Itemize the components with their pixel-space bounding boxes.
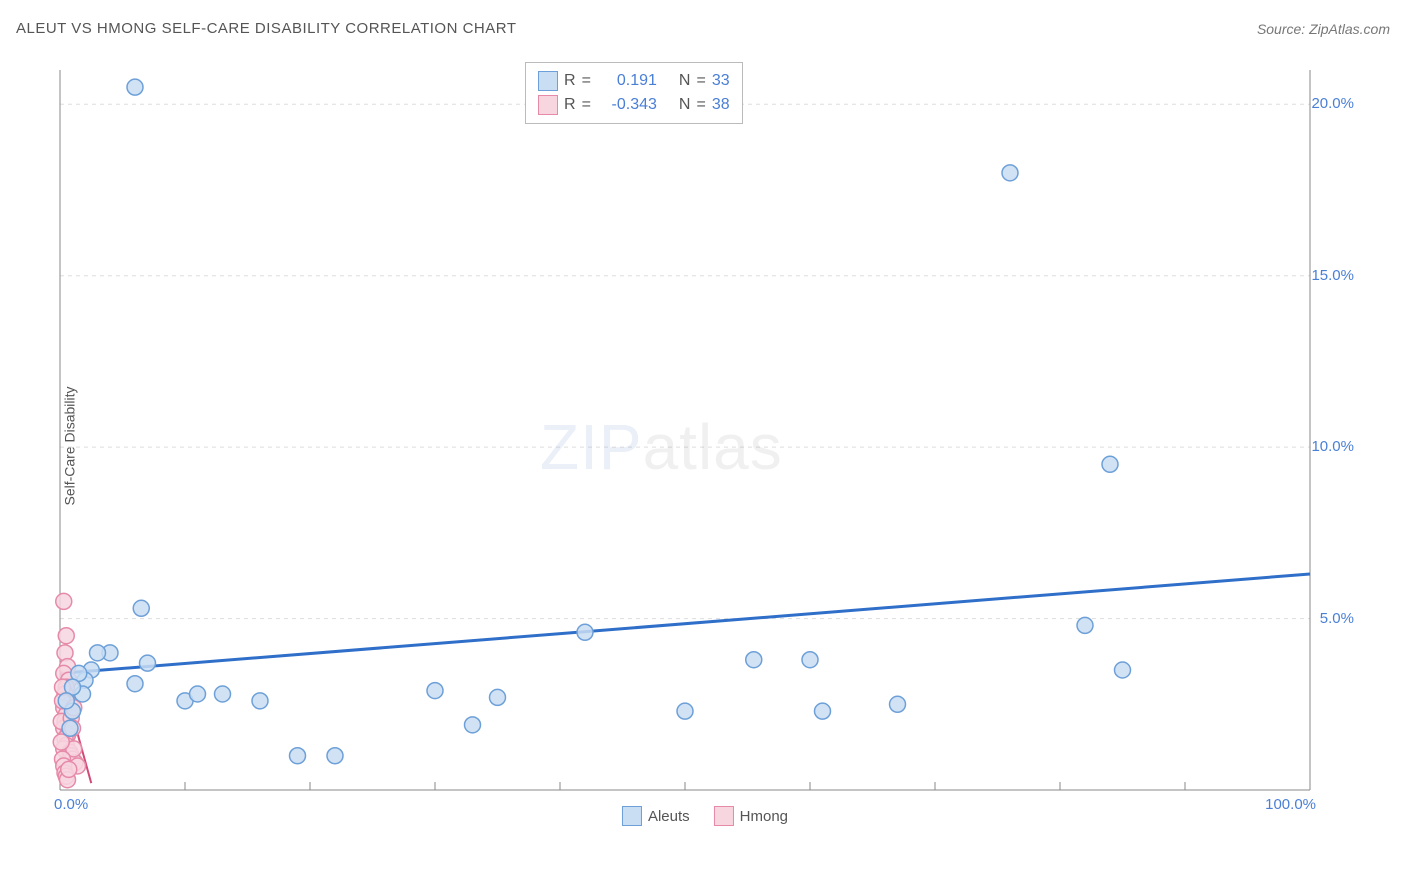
legend-r-label: R [564, 69, 576, 93]
legend-swatch-hmong [538, 95, 558, 115]
chart-title: ALEUT VS HMONG SELF-CARE DISABILITY CORR… [16, 20, 517, 37]
scatter-chart [50, 60, 1360, 830]
correlation-legend: R = 0.191 N = 33 R = -0.343 N = 38 [525, 62, 743, 124]
legend-label-hmong: Hmong [740, 808, 788, 825]
x-tick-label: 100.0% [1265, 796, 1316, 813]
legend-swatch-aleuts [538, 71, 558, 91]
legend-r-aleuts: 0.191 [597, 69, 657, 93]
legend-n-aleuts: 33 [712, 69, 730, 93]
legend-n-label: N [679, 69, 691, 93]
legend-row-aleuts: R = 0.191 N = 33 [538, 69, 730, 93]
legend-r-hmong: -0.343 [597, 93, 657, 117]
source-label: Source: ZipAtlas.com [1257, 21, 1390, 37]
legend-n-hmong: 38 [712, 93, 730, 117]
y-tick-label: 15.0% [1311, 267, 1354, 284]
legend-row-hmong: R = -0.343 N = 38 [538, 93, 730, 117]
legend-n-label2: N [679, 93, 691, 117]
chart-header: ALEUT VS HMONG SELF-CARE DISABILITY CORR… [16, 20, 1390, 37]
legend-eq3: = [582, 93, 591, 117]
plot-area: ZIPatlas R = 0.191 N = 33 R = -0.343 N =… [50, 60, 1360, 830]
legend-eq: = [582, 69, 591, 93]
legend-item-aleuts: Aleuts [622, 806, 690, 826]
legend-label-aleuts: Aleuts [648, 808, 690, 825]
y-tick-label: 20.0% [1311, 95, 1354, 112]
y-tick-label: 10.0% [1311, 438, 1354, 455]
legend-swatch-aleuts-2 [622, 806, 642, 826]
legend-eq4: = [696, 93, 705, 117]
y-tick-label: 5.0% [1320, 610, 1354, 627]
legend-r-label2: R [564, 93, 576, 117]
series-legend: Aleuts Hmong [622, 806, 788, 826]
legend-eq2: = [696, 69, 705, 93]
x-tick-label: 0.0% [54, 796, 88, 813]
legend-item-hmong: Hmong [714, 806, 788, 826]
legend-swatch-hmong-2 [714, 806, 734, 826]
